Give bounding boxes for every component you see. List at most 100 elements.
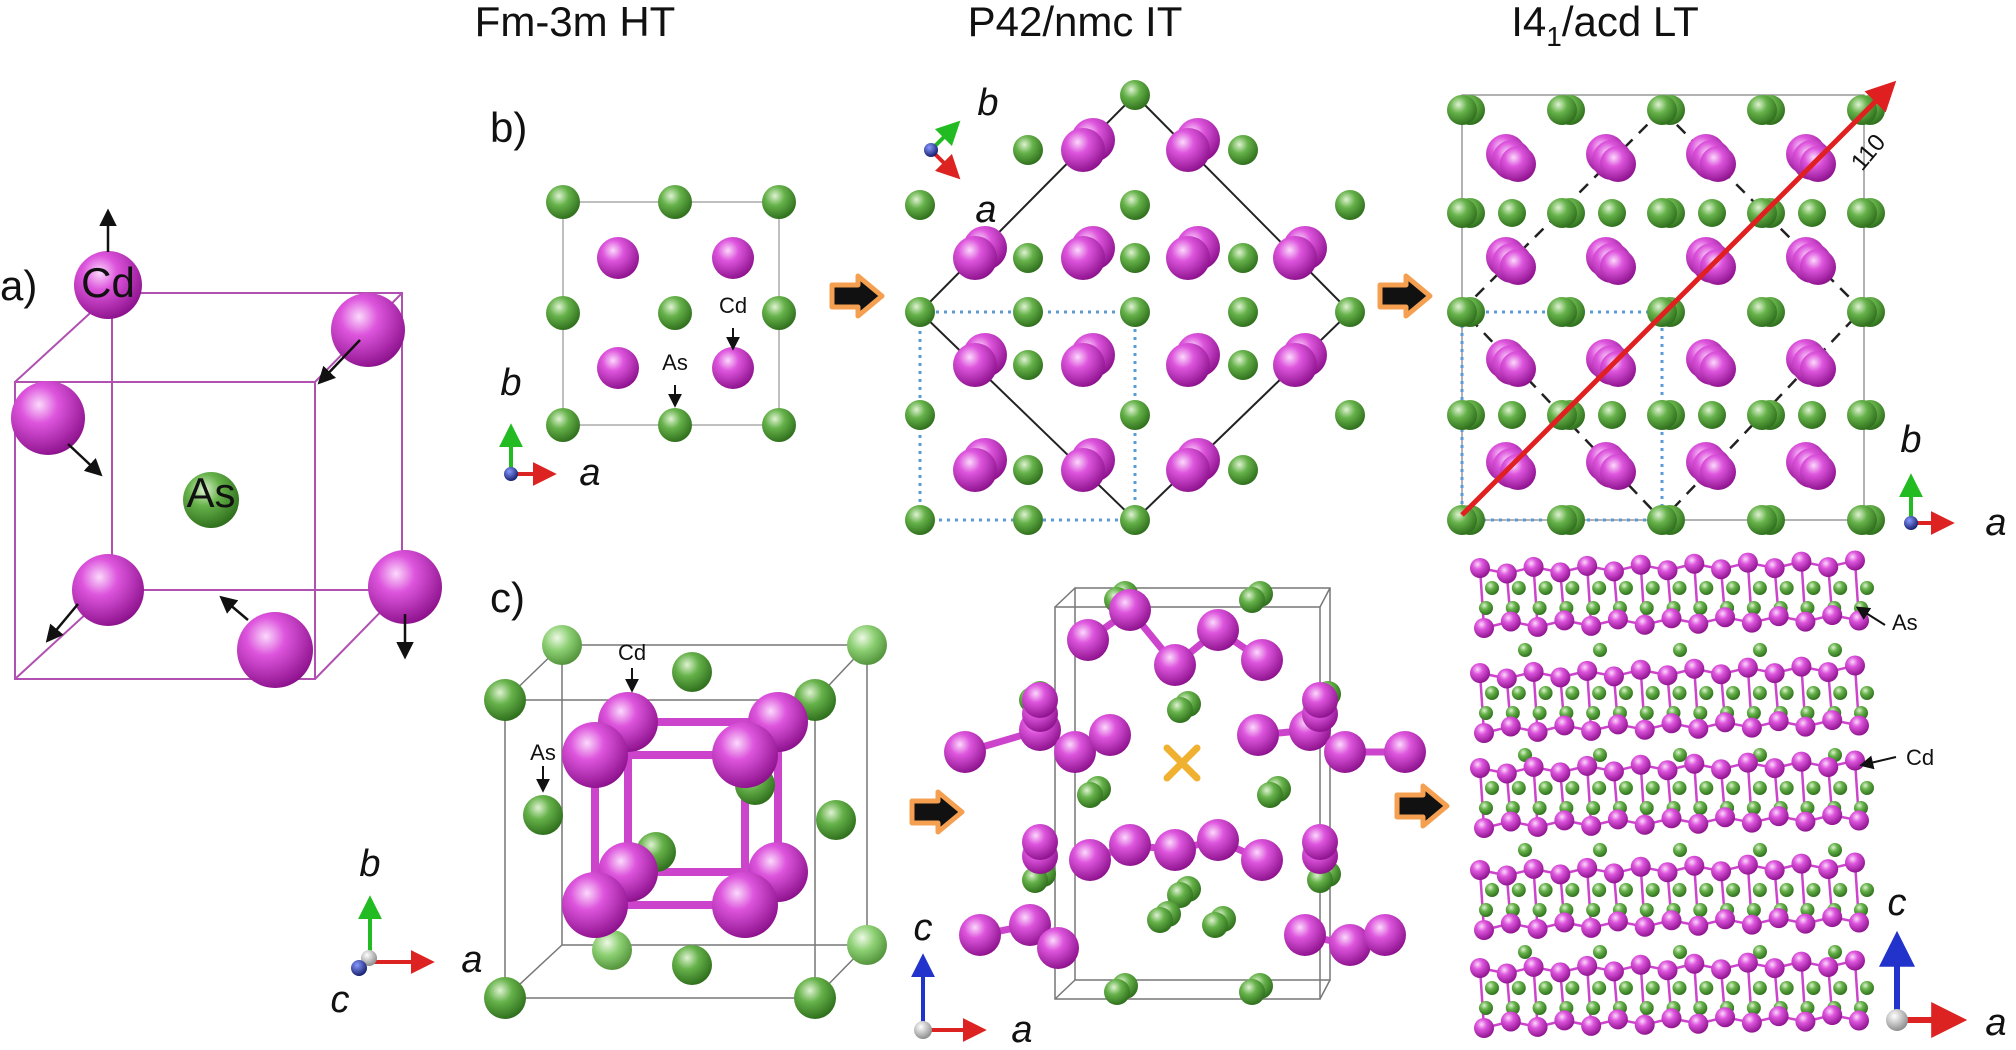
- as-atom: [1447, 505, 1477, 535]
- as-atom: [1847, 198, 1877, 228]
- as-atom: [1592, 883, 1607, 897]
- cd-atom: [1500, 249, 1536, 285]
- cd-atom: [1791, 853, 1812, 874]
- cd-atom: [1474, 618, 1494, 638]
- cd-atom: [1768, 1006, 1789, 1027]
- as-atom: [1586, 903, 1601, 917]
- as-atom: [1806, 581, 1821, 595]
- title-i41acd-lt: I41/acd LT: [1511, 0, 1699, 52]
- as-atom: [1673, 843, 1687, 857]
- cd-atom: [1657, 960, 1678, 981]
- as-atom: [1592, 781, 1607, 795]
- as-atom: [1726, 781, 1741, 795]
- cd-atom: [1688, 915, 1709, 936]
- cd-atom: [1197, 609, 1239, 651]
- as-atom: [1167, 697, 1193, 723]
- as-atom: [1479, 903, 1493, 917]
- ht-perspective-atoms: [484, 625, 887, 1019]
- as-atom: [1806, 883, 1821, 897]
- cd-atom: [1550, 962, 1571, 983]
- c3-cd-label: Cd: [1906, 745, 1934, 770]
- cd-atom: [1474, 818, 1494, 838]
- axis-c-label: c: [331, 979, 350, 1021]
- cd-atom: [953, 236, 997, 280]
- cd-atom: [712, 872, 778, 938]
- as-atom: [1447, 198, 1477, 228]
- cd-atom: [1684, 855, 1705, 876]
- cd-atom: [1764, 958, 1785, 979]
- cd-atom: [1737, 854, 1758, 875]
- panel-b-it: [905, 80, 1365, 535]
- cd-atom: [1661, 713, 1682, 734]
- cd-atom: [1849, 810, 1869, 831]
- as-atom: [1752, 981, 1767, 995]
- as-atom: [1479, 706, 1493, 720]
- as-atom: [1586, 706, 1601, 720]
- cd-atom: [1577, 857, 1598, 878]
- axis-a-label: a: [1985, 1002, 2006, 1044]
- cd-atom: [1061, 448, 1105, 492]
- as-atom: [1518, 643, 1532, 657]
- cd-atom: [1500, 351, 1536, 387]
- ht-cd-label: Cd: [719, 293, 747, 318]
- cd-atom: [1603, 961, 1624, 982]
- as-atom: [1779, 686, 1794, 700]
- transition-arrows: [829, 273, 1450, 835]
- cd-atom: [1791, 656, 1812, 677]
- as-atom: [1335, 190, 1365, 220]
- axis-c-label: c: [914, 907, 933, 949]
- cd-layer: [1470, 852, 1874, 959]
- cd-atom: [1154, 829, 1196, 871]
- cd-atom: [1657, 560, 1678, 581]
- cd-atom: [1764, 558, 1785, 579]
- as-atom: [1120, 400, 1150, 430]
- as-atom: [1860, 581, 1874, 595]
- cd-atom: [1768, 908, 1789, 929]
- cd-atom: [1581, 720, 1602, 741]
- as-atom: [1747, 505, 1777, 535]
- as-atom: [762, 296, 796, 330]
- as-atom: [1538, 686, 1553, 700]
- as-atom: [1798, 401, 1826, 429]
- cd-atom: [1818, 859, 1839, 880]
- as-atom: [1693, 1001, 1708, 1015]
- as-atom: [1228, 297, 1258, 327]
- as-atom: [1699, 883, 1714, 897]
- axis-c-label: c: [1888, 882, 1907, 924]
- direction-110-label: 110: [1846, 129, 1891, 176]
- cd-atom: [1527, 721, 1548, 742]
- axis-a-label: a: [579, 452, 600, 494]
- cd-atom: [1800, 146, 1836, 182]
- cd-atom: [1737, 752, 1758, 773]
- as-atom: [905, 297, 935, 327]
- as-atom: [1833, 981, 1848, 995]
- as-atom: [1485, 686, 1499, 700]
- as-atom: [1532, 903, 1547, 917]
- cd-atom: [1496, 563, 1517, 584]
- cd-atom: [1109, 589, 1151, 631]
- as-atom: [1828, 643, 1842, 657]
- as-atom: [1239, 979, 1265, 1005]
- cd-atom: [1768, 806, 1789, 827]
- as-atom: [1447, 400, 1477, 430]
- as-atom: [1647, 400, 1677, 430]
- transition-arrow-c1: [909, 789, 965, 835]
- axis-a-label: a: [1985, 502, 2006, 544]
- cd-atom: [1688, 718, 1709, 739]
- cd-atom: [712, 347, 754, 389]
- cd-atom: [1845, 655, 1865, 676]
- cd-atom: [1634, 719, 1655, 740]
- cd-atom: [1845, 950, 1865, 971]
- as-atom: [1726, 981, 1741, 995]
- axes-b-lt: a b: [1899, 419, 2007, 544]
- cd-atom: [1496, 763, 1517, 784]
- cd-atom: [1711, 759, 1732, 780]
- as-atom: [1505, 601, 1520, 615]
- title-fm3m-ht: Fm-3m HT: [475, 0, 676, 45]
- cd-atom: [1037, 927, 1079, 969]
- as-atom: [1013, 135, 1043, 165]
- as-atom: [1639, 601, 1654, 615]
- cd-atom: [562, 872, 628, 938]
- as-atom: [1593, 748, 1607, 762]
